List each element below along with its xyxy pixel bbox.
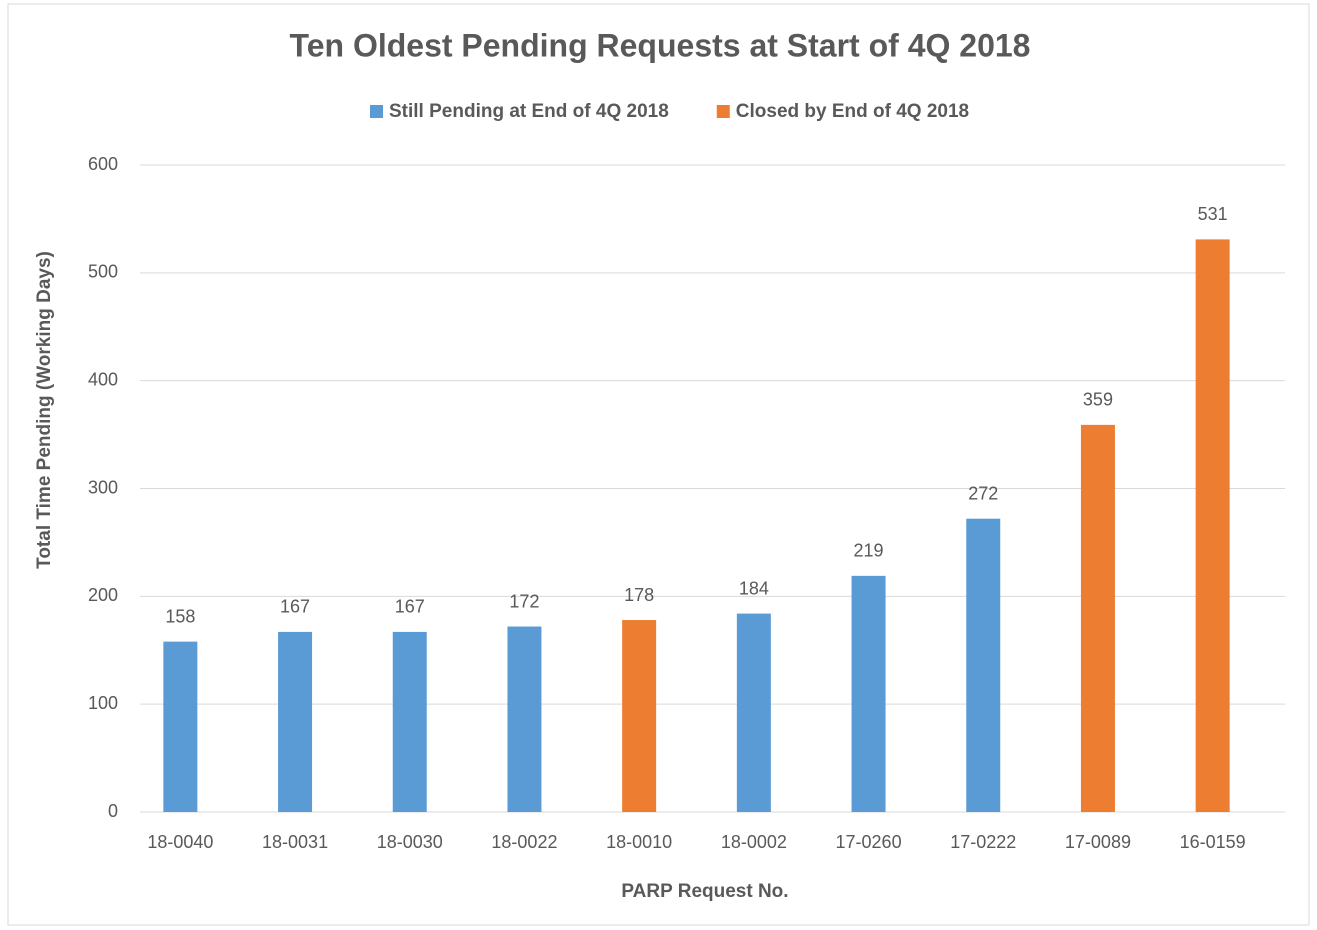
data-label: 158 — [165, 606, 195, 626]
chart-title: Ten Oldest Pending Requests at Start of … — [290, 27, 1031, 63]
y-tick-label: 400 — [88, 369, 118, 389]
bar — [736, 613, 771, 812]
x-tick-label: 18-0031 — [262, 832, 328, 852]
x-tick-label: 17-0222 — [950, 832, 1016, 852]
x-tick-label: 18-0002 — [721, 832, 787, 852]
data-label: 172 — [509, 591, 539, 611]
data-label: 184 — [739, 578, 769, 598]
x-tick-label: 16-0159 — [1180, 832, 1246, 852]
data-label: 531 — [1198, 204, 1228, 224]
x-tick-label: 18-0040 — [147, 832, 213, 852]
x-tick-label: 18-0030 — [377, 832, 443, 852]
data-label: 219 — [854, 541, 884, 561]
bar — [278, 631, 313, 812]
bar — [1080, 424, 1115, 812]
y-tick-label: 200 — [88, 585, 118, 605]
data-label: 272 — [968, 483, 998, 503]
legend-label: Still Pending at End of 4Q 2018 — [389, 101, 669, 122]
y-tick-label: 100 — [88, 693, 118, 713]
bar — [966, 518, 1001, 812]
bar — [1195, 239, 1230, 812]
y-axis-title: Total Time Pending (Working Days) — [34, 251, 55, 569]
x-tick-label: 17-0089 — [1065, 832, 1131, 852]
bar — [392, 631, 427, 812]
bar — [622, 620, 657, 812]
data-label: 359 — [1083, 390, 1113, 410]
x-axis-title: PARP Request No. — [621, 881, 788, 902]
x-tick-label: 17-0260 — [836, 832, 902, 852]
data-label: 167 — [395, 597, 425, 617]
bar — [851, 575, 886, 812]
legend-swatch — [716, 105, 730, 118]
legend-label: Closed by End of 4Q 2018 — [736, 101, 969, 122]
y-tick-label: 0 — [108, 801, 118, 821]
y-tick-label: 300 — [88, 477, 118, 497]
data-label: 178 — [624, 585, 654, 605]
y-tick-label: 500 — [88, 262, 118, 282]
bar — [163, 641, 198, 812]
data-label: 167 — [280, 597, 310, 617]
legend-swatch — [370, 105, 383, 118]
x-tick-label: 18-0010 — [606, 832, 672, 852]
y-tick-label: 600 — [88, 154, 118, 174]
bar — [507, 626, 542, 812]
x-tick-label: 18-0022 — [491, 832, 557, 852]
